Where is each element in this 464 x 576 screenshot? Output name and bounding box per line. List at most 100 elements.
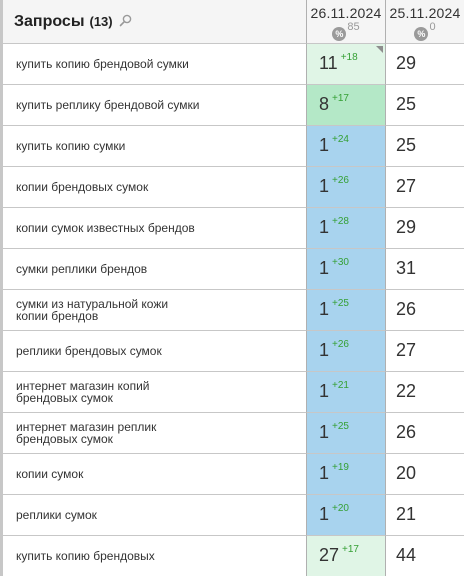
query-cell[interactable]: реплики брендовых сумок — [0, 331, 306, 372]
position-change: +17 — [332, 93, 349, 104]
query-line: сумки реплики брендов — [16, 262, 148, 276]
position-value: 26 — [396, 422, 417, 442]
query-text: купить копию сумки — [16, 140, 125, 152]
date-column-header-2[interactable]: 25.11.2024 % 0 — [386, 0, 464, 44]
queries-count: (13) — [89, 14, 113, 29]
table-row[interactable]: купить копию сумки 1 +24 25 — [0, 126, 464, 167]
table-row[interactable]: сумки из натуральной кожи копии брендов 1 +… — [0, 290, 464, 331]
query-cell[interactable]: купить копию сумки — [0, 126, 306, 167]
table-row[interactable]: копии брендовых сумок 1 +26 27 — [0, 167, 464, 208]
position-cell-date-1[interactable]: 1 +20 — [306, 495, 386, 536]
position-cell-date-1[interactable]: 1 +28 — [306, 208, 386, 249]
position-cell-date-1[interactable]: 1 +24 — [306, 126, 386, 167]
position-cell-date-1[interactable]: 27 +17 — [306, 536, 386, 576]
query-cell[interactable]: купить копию брендовых — [0, 536, 306, 576]
query-cell[interactable]: купить реплику брендовой сумки — [0, 85, 306, 126]
position-cell-date-2[interactable]: 29 — [386, 208, 464, 249]
position-cell-date-1[interactable]: 1 +26 — [306, 331, 386, 372]
position-cell-date-2[interactable]: 21 — [386, 495, 464, 536]
position-cell-date-2[interactable]: 25 — [386, 126, 464, 167]
position-cell-date-2[interactable]: 27 — [386, 331, 464, 372]
position-change: +24 — [332, 134, 349, 145]
query-line: интернет магазин копий — [16, 379, 150, 393]
table-row[interactable]: интернет магазин копий брендовых сумок 1 +2… — [0, 372, 464, 413]
visibility-percent: 0 — [429, 21, 436, 33]
position-cell-date-2[interactable]: 26 — [386, 413, 464, 454]
visibility-percent: 85 — [347, 21, 360, 33]
position-change: +20 — [332, 503, 349, 514]
position-change: +26 — [332, 175, 349, 186]
query-cell[interactable]: копии сумок — [0, 454, 306, 495]
position-value: 31 — [396, 258, 417, 278]
query-line: купить реплику брендовой сумки — [16, 98, 200, 112]
position-change: +25 — [332, 298, 349, 309]
position-cell-date-1[interactable]: 11 +18 — [306, 44, 386, 85]
query-line: брендовых сумок — [16, 432, 113, 446]
position-value: 29 — [396, 53, 417, 73]
query-cell[interactable]: купить копию брендовой сумки — [0, 44, 306, 85]
position-change: +18 — [340, 52, 358, 63]
table-row[interactable]: интернет магазин реплик брендовых сумок 1 +… — [0, 413, 464, 454]
position-value: 27 — [396, 176, 417, 196]
position-cell-date-2[interactable]: 27 — [386, 167, 464, 208]
position-value: 1 — [319, 258, 330, 278]
position-change: +25 — [332, 421, 349, 432]
query-text: интернет магазин реплик брендовых сумок — [16, 421, 156, 445]
query-line: копии сумок — [16, 467, 84, 481]
query-text: сумки из натуральной кожи копии брендов — [16, 298, 168, 322]
position-value: 1 — [319, 217, 330, 237]
query-cell[interactable]: интернет магазин реплик брендовых сумок — [0, 413, 306, 454]
position-cell-date-2[interactable]: 20 — [386, 454, 464, 495]
position-cell-date-1[interactable]: 1 +25 — [306, 290, 386, 331]
position-value: 20 — [396, 463, 417, 483]
date-label: 25.11.2024 — [389, 5, 461, 21]
position-cell-date-1[interactable]: 1 +19 — [306, 454, 386, 495]
query-cell[interactable]: интернет магазин копий брендовых сумок — [0, 372, 306, 413]
percent-icon[interactable]: % — [332, 27, 347, 41]
query-line: купить копию брендовой сумки — [16, 57, 189, 71]
table-row[interactable]: копии сумок 1 +19 20 — [0, 454, 464, 495]
position-cell-date-1[interactable]: 1 +30 — [306, 249, 386, 290]
table-row[interactable]: купить реплику брендовой сумки 8 +17 25 — [0, 85, 464, 126]
position-cell-date-1[interactable]: 1 +25 — [306, 413, 386, 454]
query-line: копии брендовых сумок — [16, 180, 149, 194]
position-cell-date-2[interactable]: 44 — [386, 536, 464, 576]
query-cell[interactable]: сумки из натуральной кожи копии брендов — [0, 290, 306, 331]
date-column-header-1[interactable]: 26.11.2024 % 85 — [306, 0, 386, 44]
query-cell[interactable]: копии брендовых сумок — [0, 167, 306, 208]
query-text: копии сумок известных брендов — [16, 222, 195, 234]
position-cell-date-2[interactable]: 26 — [386, 290, 464, 331]
position-value: 1 — [319, 463, 330, 483]
position-value: 44 — [396, 545, 417, 565]
position-change: +21 — [332, 380, 349, 391]
position-cell-date-2[interactable]: 22 — [386, 372, 464, 413]
position-value: 11 — [319, 53, 338, 73]
table-row[interactable]: купить копию брендовой сумки 11 +18 29 — [0, 44, 464, 85]
query-text: копии брендовых сумок — [16, 181, 148, 193]
queries-header[interactable]: Запросы (13) — [0, 0, 306, 44]
position-cell-date-1[interactable]: 1 +26 — [306, 167, 386, 208]
position-cell-date-1[interactable]: 1 +21 — [306, 372, 386, 413]
table-row[interactable]: сумки реплики брендов 1 +30 31 — [0, 249, 464, 290]
position-cell-date-2[interactable]: 29 — [386, 44, 464, 85]
query-cell[interactable]: копии сумок известных брендов — [0, 208, 306, 249]
position-value: 1 — [319, 340, 330, 360]
query-cell[interactable]: сумки реплики брендов — [0, 249, 306, 290]
table-row[interactable]: копии сумок известных брендов 1 +28 29 — [0, 208, 464, 249]
search-icon[interactable] — [119, 14, 132, 27]
position-value: 1 — [319, 176, 330, 196]
table-row[interactable]: купить копию брендовых 27 +17 44 — [0, 536, 464, 576]
query-line: реплики брендовых сумок — [16, 344, 162, 358]
percent-icon[interactable]: % — [414, 27, 429, 41]
position-value: 1 — [319, 135, 330, 155]
table-row[interactable]: реплики сумок 1 +20 21 — [0, 495, 464, 536]
position-value: 8 — [319, 94, 330, 114]
query-line: брендовых сумок — [16, 391, 113, 405]
position-value: 25 — [396, 94, 417, 114]
query-cell[interactable]: реплики сумок — [0, 495, 306, 536]
position-cell-date-1[interactable]: 8 +17 — [306, 85, 386, 126]
position-cell-date-2[interactable]: 31 — [386, 249, 464, 290]
table-row[interactable]: реплики брендовых сумок 1 +26 27 — [0, 331, 464, 372]
position-cell-date-2[interactable]: 25 — [386, 85, 464, 126]
